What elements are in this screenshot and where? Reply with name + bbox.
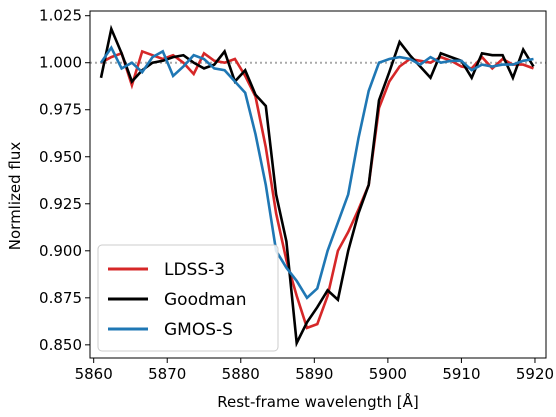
x-axis-label: Rest-frame wavelength [Å] (217, 392, 418, 411)
legend-label: Goodman (164, 290, 247, 310)
legend-label: LDSS-3 (164, 260, 225, 280)
y-axis-label: Normlized flux (6, 142, 24, 251)
x-tick-label: 5890 (295, 365, 333, 383)
series-line-ldss-3 (100, 49, 534, 330)
plot-area (90, 24, 546, 348)
x-tick-label: 5900 (369, 365, 407, 383)
x-tick-label: 5880 (222, 365, 260, 383)
legend-label: GMOS-S (164, 320, 233, 340)
y-axis-ticks: 0.850 0.875 0.900 0.925 0.950 0.975 1.000 1.025 (39, 7, 90, 354)
y-tick-label: 1.000 (39, 54, 82, 72)
legend: LDSS-3 Goodman GMOS-S (97, 244, 279, 352)
legend-box (97, 244, 279, 352)
series-line-gmos-s (99, 45, 534, 300)
y-tick-label: 0.975 (39, 101, 82, 119)
y-tick-label: 0.950 (39, 148, 82, 166)
x-tick-label: 5910 (442, 365, 480, 383)
y-tick-label: 0.850 (39, 336, 82, 354)
y-tick-label: 0.925 (39, 195, 82, 213)
x-tick-label: 5920 (516, 365, 554, 383)
y-tick-label: 0.900 (39, 242, 82, 260)
x-tick-label: 5870 (148, 365, 186, 383)
y-tick-label: 0.875 (39, 289, 82, 307)
x-axis-ticks: 5860 5870 5880 5890 5900 5910 5920 (75, 358, 554, 383)
y-tick-label: 1.025 (39, 7, 82, 25)
x-tick-label: 5860 (75, 365, 113, 383)
plot-frame (89, 10, 547, 359)
